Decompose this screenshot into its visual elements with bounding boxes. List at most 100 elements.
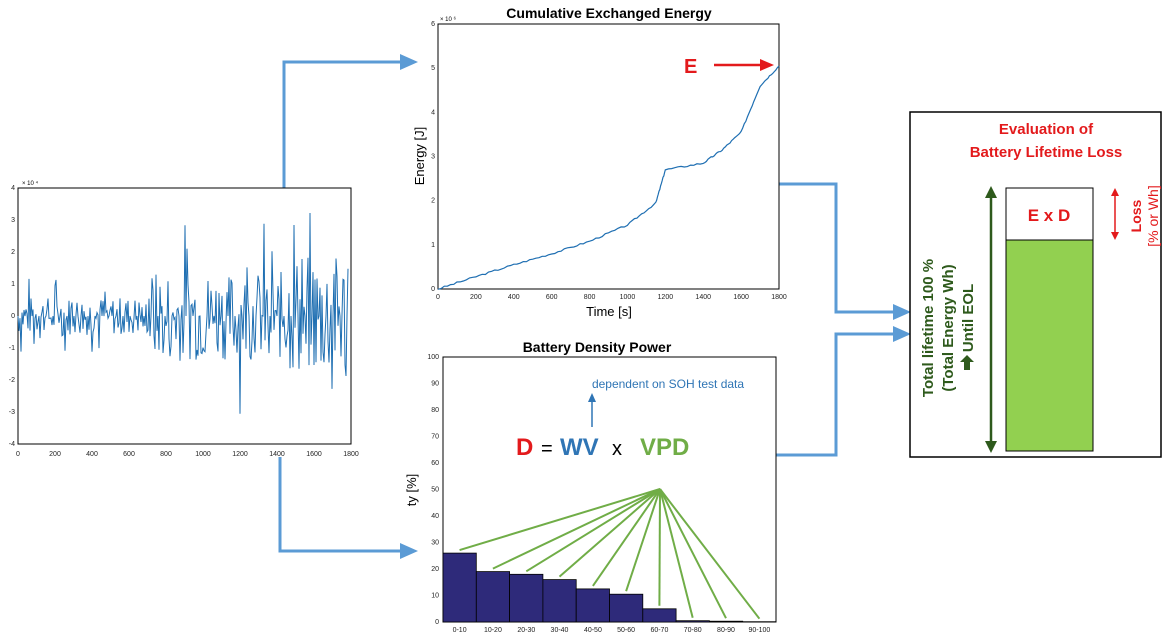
loss-segment — [1005, 187, 1094, 241]
energy-y-tick: 0 — [431, 286, 435, 293]
energy-y-ticks: 6 5 4 3 2 1 0 — [431, 21, 435, 293]
formula-x: x — [612, 438, 622, 460]
vpd-ray — [659, 488, 694, 618]
density-plot-title: Battery Density Power — [523, 339, 672, 355]
vpd-ray — [658, 488, 661, 606]
energy-plot-frame — [437, 23, 780, 290]
vpd-ray — [492, 488, 661, 570]
loss-arrow-bottom — [1111, 232, 1119, 240]
signal-y-tick: -1 — [9, 345, 15, 352]
density-y-tick: 70 — [431, 434, 439, 441]
density-y-tick: 10 — [431, 593, 439, 600]
signal-y-tick: 1 — [11, 281, 15, 288]
signal-plot-exponent: × 10 ⁴ — [22, 180, 39, 187]
density-y-tick: 0 — [435, 619, 439, 626]
evaluation-title-2: Battery Lifetime Loss — [970, 144, 1123, 161]
density-plot: Battery Density Power 100908070605040302… — [404, 339, 777, 634]
formula-d: D — [516, 434, 533, 461]
density-x-tick: 30-40 — [551, 627, 569, 634]
formula-wv: WV — [560, 434, 599, 461]
energy-x-tick: 1000 — [620, 294, 636, 301]
density-bar — [575, 588, 610, 623]
density-bar — [475, 571, 510, 623]
signal-x-tick: 800 — [160, 451, 172, 458]
arrow-energy-to-eval — [778, 182, 900, 314]
vpd-ray — [459, 488, 661, 552]
signal-x-tick: 1400 — [269, 451, 285, 458]
right-arrow-icon — [960, 355, 974, 370]
density-y-tick: 60 — [431, 460, 439, 467]
energy-plot: Cumulative Exchanged Energy × 10 ⁶ 6 5 4 3 2… — [412, 5, 787, 319]
density-y-tick: 20 — [431, 566, 439, 573]
density-annotation: dependent on SOH test data — [592, 377, 744, 391]
density-bar — [442, 552, 477, 623]
arrow-to-density — [278, 457, 404, 553]
energy-x-ticks: 0 200 400 600 800 1000 1200 1400 1600 1800 — [436, 294, 787, 301]
signal-x-tick: 1800 — [343, 451, 359, 458]
signal-plot: × 10 ⁴ 4 3 2 1 0 -1 -2 -3 -4 0 200 400 600 800 1000 12… — [9, 180, 359, 458]
energy-x-tick: 1800 — [771, 294, 787, 301]
energy-y-tick: 2 — [431, 198, 435, 205]
energy-x-tick: 400 — [508, 294, 520, 301]
density-y-tick: 40 — [431, 513, 439, 520]
energy-x-tick: 200 — [470, 294, 482, 301]
energy-y-tick: 4 — [431, 109, 435, 116]
formula-equals: = — [541, 438, 553, 460]
vpd-ray — [625, 488, 661, 592]
density-x-tick: 20-30 — [517, 627, 535, 634]
density-x-tick: 80-90 — [717, 627, 735, 634]
lifetime-arrow-bottom — [985, 441, 997, 453]
density-y-tick: 100 — [427, 354, 439, 361]
signal-x-tick: 1600 — [306, 451, 322, 458]
energy-x-label: Time [s] — [586, 304, 632, 319]
energy-y-tick: 1 — [431, 242, 435, 249]
energy-e-label: E — [684, 56, 697, 78]
energy-line — [437, 65, 780, 290]
density-x-tick: 40-50 — [584, 627, 602, 634]
density-y-tick: 80 — [431, 407, 439, 414]
energy-e-arrowhead — [760, 59, 774, 71]
energy-y-tick: 5 — [431, 65, 435, 72]
arrowhead-eval-2 — [893, 326, 911, 342]
energy-x-tick: 1600 — [733, 294, 749, 301]
evaluation-title-1: Evaluation of — [999, 121, 1094, 138]
signal-x-tick: 1000 — [195, 451, 211, 458]
arrowhead-eval-1 — [893, 304, 911, 320]
density-bar — [609, 593, 644, 623]
density-x-ticks: 0-10 10-20 20-30 30-40 40-50 50-60 60-70 70-80 8… — [453, 627, 771, 634]
signal-line — [17, 212, 349, 414]
energy-y-label: Energy [J] — [412, 127, 427, 186]
total-energy-label: (Total Energy Wh) — [940, 264, 957, 391]
total-lifetime-label: Total lifetime 100 % — [920, 259, 937, 397]
density-x-tick: 0-10 — [453, 627, 467, 634]
arrowhead-density — [400, 543, 418, 559]
signal-x-tick: 400 — [86, 451, 98, 458]
connector-arrows — [278, 60, 900, 553]
density-bar — [642, 608, 677, 623]
exd-label: E x D — [1028, 206, 1071, 225]
lifetime-arrow-top — [985, 186, 997, 198]
density-y-tick: 30 — [431, 540, 439, 547]
evaluation-panel: Evaluation of Battery Lifetime Loss E x … — [909, 111, 1162, 458]
density-bar — [509, 573, 544, 623]
signal-x-tick: 200 — [49, 451, 61, 458]
remaining-lifetime-segment — [1005, 239, 1094, 452]
loss-label: Loss — [1128, 199, 1144, 232]
vpd-ray — [525, 488, 661, 573]
signal-y-tick: 2 — [11, 249, 15, 256]
energy-y-tick: 6 — [431, 21, 435, 28]
until-eol-label: Until EOL — [960, 284, 977, 352]
energy-x-tick: 1200 — [658, 294, 674, 301]
signal-y-tick: 3 — [11, 217, 15, 224]
loss-arrow-top — [1111, 188, 1119, 196]
density-y-tick: 50 — [431, 487, 439, 494]
signal-y-ticks: 4 3 2 1 0 -1 -2 -3 -4 — [9, 185, 15, 448]
energy-y-tick: 3 — [431, 154, 435, 161]
density-x-tick: 90-100 — [749, 627, 771, 634]
vpd-ray — [592, 488, 661, 587]
vpd-ray — [659, 488, 727, 619]
signal-x-ticks: 0 200 400 600 800 1000 1200 1400 1600 1800 — [16, 451, 359, 458]
density-x-tick: 50-60 — [617, 627, 635, 634]
